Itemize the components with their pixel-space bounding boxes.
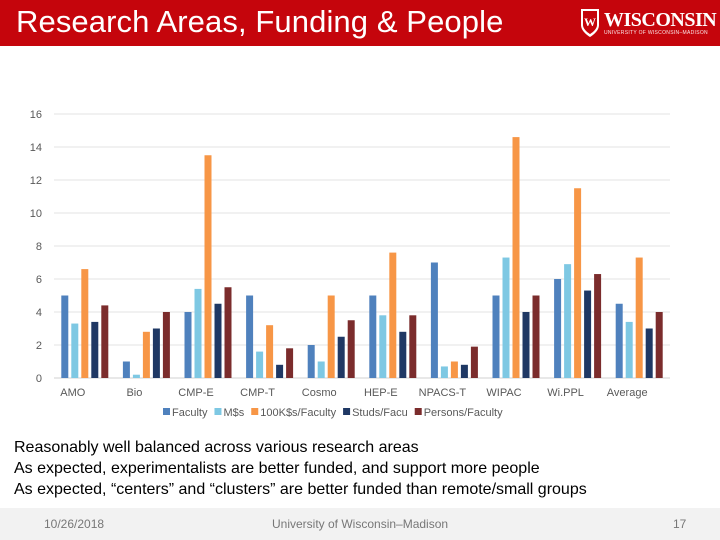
y-tick-label: 4 — [36, 307, 42, 319]
bar-chart: 0 2 4 6 8 10 12 14 16 AMO Bio CMP-E CMP-T Cosmo HEP-E N… — [30, 109, 670, 419]
bar — [337, 336, 345, 378]
bar — [450, 361, 458, 378]
bar — [440, 366, 448, 378]
bullet-item: Reasonably well balanced across various … — [14, 439, 419, 456]
y-tick-label: 6 — [36, 274, 42, 286]
bar — [224, 287, 232, 378]
legend-label: M$s — [223, 407, 244, 419]
bar — [460, 364, 468, 378]
bar — [409, 315, 417, 378]
wisconsin-logo: W WISCONSIN UNIVERSITY OF WISCONSIN–MADI… — [578, 6, 717, 40]
svg-text:W: W — [584, 15, 596, 29]
y-tick-label: 0 — [36, 373, 42, 385]
bullet-item: As expected, “centers” and “clusters” ar… — [14, 481, 587, 498]
page-number: 17 — [673, 517, 687, 531]
x-tick-label: CMP-E — [178, 387, 213, 399]
logo-subtext: UNIVERSITY OF WISCONSIN–MADISON — [604, 29, 708, 36]
legend-swatch — [343, 408, 351, 415]
bar — [389, 252, 397, 378]
y-tick-label: 2 — [36, 340, 42, 352]
bar — [574, 188, 582, 378]
bar — [492, 295, 500, 378]
bar — [327, 295, 335, 378]
y-tick-label: 8 — [36, 241, 42, 253]
legend-label: 100K$s/Faculty — [260, 407, 336, 419]
x-tick-label: WIPAC — [486, 387, 521, 399]
bar — [645, 328, 653, 378]
bar — [430, 262, 438, 378]
bar — [347, 320, 355, 378]
bar — [615, 303, 623, 378]
bar — [554, 279, 562, 378]
x-tick-label: NPACS-T — [419, 387, 467, 399]
bar — [307, 345, 315, 378]
bar — [379, 315, 387, 378]
title-bar — [0, 0, 720, 46]
bar — [204, 155, 212, 378]
bar — [266, 325, 274, 378]
y-tick-label: 16 — [30, 109, 42, 121]
footer-date: 10/26/2018 — [44, 517, 105, 531]
bar — [132, 374, 140, 378]
bar — [594, 274, 602, 378]
x-tick-label: Wi.PPL — [547, 387, 584, 399]
bar — [317, 361, 325, 378]
x-tick-label: Average — [607, 387, 648, 399]
y-tick-label: 12 — [30, 175, 42, 187]
bar — [369, 295, 377, 378]
bar — [184, 312, 192, 378]
bar — [61, 295, 69, 378]
legend-swatch — [214, 408, 222, 415]
x-tick-label: Bio — [126, 387, 142, 399]
bullet-item: As expected, experimentalists are better… — [14, 460, 540, 477]
legend-label: Studs/Facu — [352, 407, 408, 419]
bar — [502, 257, 510, 378]
bar — [532, 295, 540, 378]
bar — [655, 312, 663, 378]
footer-institution: University of Wisconsin–Madison — [272, 517, 449, 531]
bar — [214, 303, 222, 378]
bar — [522, 312, 530, 378]
y-tick-label: 10 — [30, 208, 42, 220]
bar — [625, 321, 633, 378]
legend-label: Faculty — [172, 407, 208, 419]
bar — [81, 269, 89, 378]
bar — [635, 257, 643, 378]
bar — [399, 331, 407, 378]
bar — [162, 312, 170, 378]
x-tick-label: Cosmo — [302, 387, 337, 399]
x-tick-label: CMP-T — [240, 387, 275, 399]
y-tick-label: 14 — [30, 142, 42, 154]
bar — [101, 305, 109, 378]
x-tick-label: HEP-E — [364, 387, 398, 399]
bar — [152, 328, 160, 378]
legend-swatch — [251, 408, 259, 415]
legend-swatch — [414, 408, 422, 415]
x-tick-label: AMO — [60, 387, 86, 399]
logo-wordmark: WISCONSIN — [604, 8, 717, 31]
bar — [194, 288, 202, 378]
legend-swatch — [163, 408, 170, 415]
slide-title: Research Areas, Funding & People — [16, 4, 504, 39]
bar — [470, 346, 478, 378]
bar — [91, 321, 99, 378]
footer-bar — [0, 508, 720, 540]
bar — [512, 137, 520, 378]
bar — [276, 364, 284, 378]
bar — [122, 361, 130, 378]
bar — [142, 331, 150, 378]
bar — [246, 295, 254, 378]
bar — [564, 264, 572, 378]
crest-icon: W — [581, 9, 599, 37]
bullet-list: Reasonably well balanced across various … — [14, 437, 587, 500]
bar — [71, 323, 79, 378]
bar — [256, 351, 264, 378]
bar — [584, 290, 592, 378]
bar — [286, 348, 294, 378]
legend-label: Persons/Faculty — [424, 407, 503, 419]
